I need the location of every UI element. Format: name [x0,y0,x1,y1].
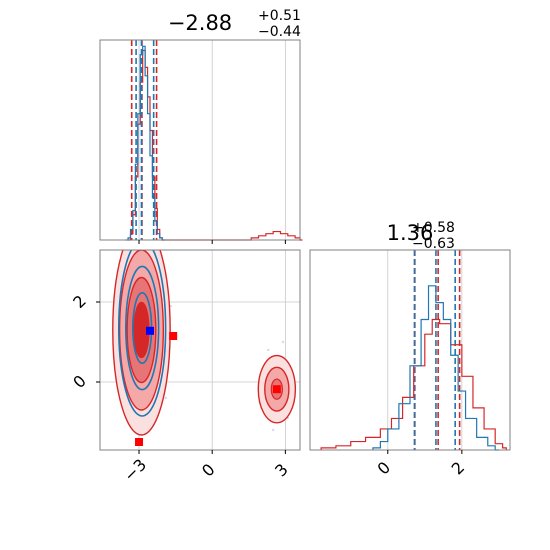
histogram-blue [372,285,499,451]
histogram-blue [125,45,165,241]
panel-frame [99,249,301,451]
title-lower-error: −0.63 [412,236,455,252]
title-value: 1.36 [387,221,434,245]
marker-marker_red [135,438,144,446]
y-tick-label: 2 [69,291,90,312]
x-tick-label: −3 [120,455,150,485]
joint-panel: −3 0 3 0 2 [69,249,301,485]
title-lower-error: −0.44 [258,24,301,40]
sample-point [281,340,285,344]
x-tick-label: 3 [271,460,292,481]
marker-marker_red [272,385,281,394]
x-tick-label: 2 [448,458,469,479]
contour-blue-outer [117,250,167,417]
panel-frame [99,39,301,241]
title-value: −2.88 [168,11,232,35]
marginal-title-param1: −2.88 [168,11,232,35]
marginal-panel-param1: −2.88 +0.51 −0.44 [99,8,303,244]
sample-point [164,396,168,400]
panel-frame [309,249,511,451]
sample-point [267,348,270,352]
x-tick-label: 0 [198,460,219,481]
x-tick-label: 0 [374,458,395,479]
title-upper-error: +0.51 [258,8,301,24]
y-tick-label: 0 [69,371,90,392]
marginal-title-param2: 1.36 [387,221,434,245]
marginal-panel-param2: 0 2 1.36 +0.58 −0.63 [309,220,511,479]
marker-marker_blue [146,326,154,335]
histogram-red [320,318,507,450]
marker-marker_red [169,332,178,340]
contour-blue-mid [125,265,160,391]
title-upper-error: +0.58 [412,220,455,236]
sample-point [271,428,275,432]
